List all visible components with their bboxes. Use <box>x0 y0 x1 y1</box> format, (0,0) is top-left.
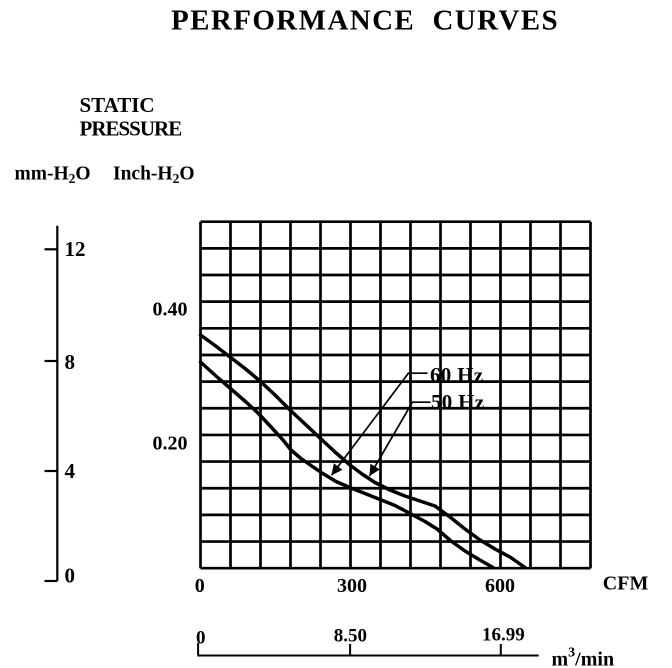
svg-text:0: 0 <box>195 575 205 597</box>
svg-text:50 Hz: 50 Hz <box>431 390 484 414</box>
svg-text:600: 600 <box>485 575 515 597</box>
svg-text:300: 300 <box>337 575 367 597</box>
svg-text:0: 0 <box>196 628 206 649</box>
svg-text:0: 0 <box>65 564 76 588</box>
svg-text:12: 12 <box>65 237 86 261</box>
svg-text:STATIC: STATIC <box>80 93 155 117</box>
svg-text:0.20: 0.20 <box>153 433 188 455</box>
svg-text:mm-H2O: mm-H2O <box>15 164 91 187</box>
svg-text:Inch-H2O: Inch-H2O <box>113 164 195 187</box>
svg-text:PERFORMANCE CURVES: PERFORMANCE CURVES <box>171 5 559 37</box>
svg-text:m3/min: m3/min <box>552 646 615 668</box>
svg-text:0.40: 0.40 <box>153 298 188 320</box>
svg-text:4: 4 <box>65 459 76 483</box>
svg-text:16.99: 16.99 <box>482 625 525 646</box>
svg-text:60 Hz: 60 Hz <box>430 363 483 387</box>
svg-text:8.50: 8.50 <box>334 626 367 647</box>
svg-text:PRESSURE: PRESSURE <box>80 117 182 141</box>
svg-text:CFM: CFM <box>603 572 649 594</box>
svg-text:8: 8 <box>65 350 76 374</box>
